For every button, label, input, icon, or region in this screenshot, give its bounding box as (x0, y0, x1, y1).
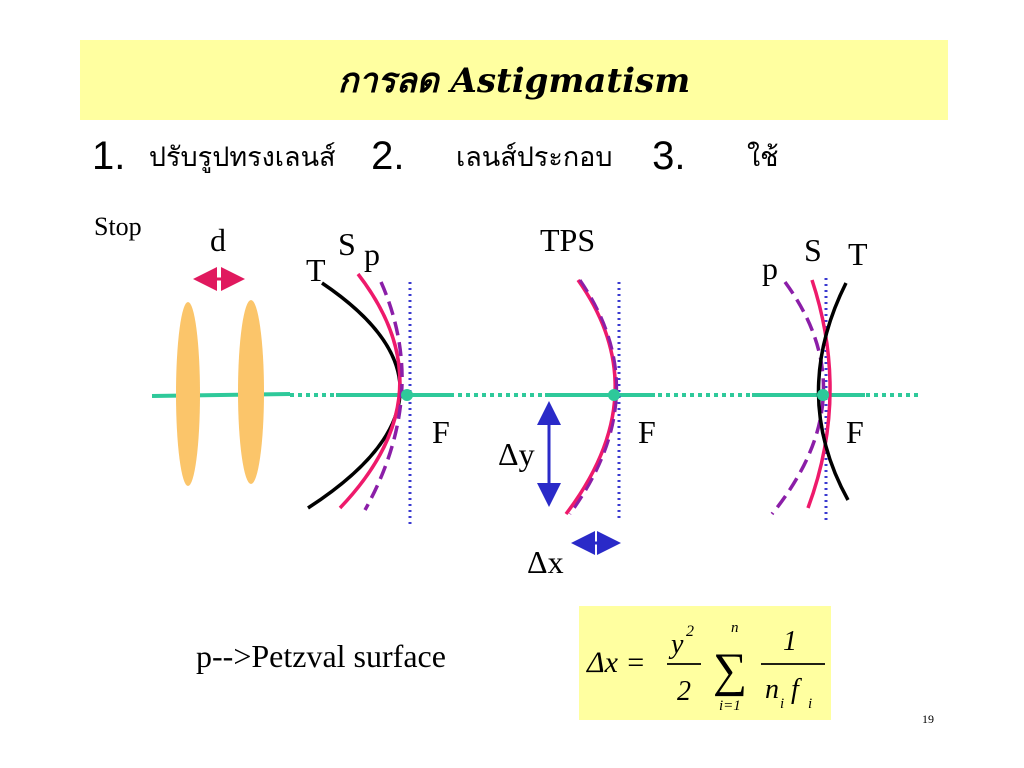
title-bar: การลด Astigmatism (80, 40, 948, 120)
method-list: 1. ปรับรูปทรงเลนส์ 2. เลนส์ประกอบ 3. ใช้ (92, 134, 992, 186)
method-3-number: 3. (652, 134, 686, 178)
group2-f-label: F (638, 414, 656, 450)
lens-left (176, 302, 200, 486)
slide-title: การลด Astigmatism (337, 61, 691, 101)
formula-den1: 2 (677, 676, 691, 707)
optical-axis-solid (151, 392, 291, 398)
group1-t-label: T (306, 252, 326, 288)
method-1-text: ปรับรูปทรงเลนส์ (148, 142, 336, 173)
formula-den2-n: n (765, 674, 779, 705)
formula-sum-symbol: ∑ (713, 644, 747, 697)
lens-right (238, 300, 264, 484)
formula-lhs: Δx = (586, 646, 646, 679)
group3-f-label: F (846, 414, 864, 450)
group3-s-label: S (804, 232, 822, 268)
method-2-number: 2. (371, 134, 405, 178)
formula-sum-bottom: i=1 (719, 698, 741, 714)
sagittal-curve-1 (338, 272, 402, 510)
group1-f-label: F (432, 414, 450, 450)
group1-s-label: S (338, 226, 356, 262)
formula: Δx = y 2 2 n ∑ i=1 1 n i f i (586, 620, 825, 714)
focus-point-2 (608, 389, 620, 401)
sagittal-curve-3 (806, 279, 832, 509)
formula-sum-top: n (731, 620, 739, 636)
focus-point-3 (817, 389, 829, 401)
group3-p-label: p (762, 250, 778, 286)
method-2-text: เลนส์ประกอบ (455, 142, 613, 173)
formula-sup1: 2 (686, 623, 694, 640)
formula-den2-f: f (791, 674, 802, 705)
formula-den2-nsub: i (780, 696, 784, 712)
group1-p-label: p (364, 236, 380, 272)
spacing-label: d (210, 222, 226, 258)
method-1-number: 1. (92, 134, 126, 178)
group3-t-label: T (848, 236, 868, 272)
formula-box: Δx = y 2 2 n ∑ i=1 1 n i f i (579, 606, 831, 720)
formula-den2-fsub: i (808, 696, 812, 712)
petzval-legend: p-->Petzval surface (196, 638, 446, 674)
focus-point-1 (401, 389, 413, 401)
formula-num1: y (668, 629, 684, 660)
petzval-curve-2 (568, 279, 619, 515)
group2-heading: TPS (540, 222, 596, 258)
stop-label: Stop (94, 212, 142, 241)
delta-x-label: Δx (527, 544, 564, 580)
method-3-text: ใช้ (747, 142, 779, 173)
formula-num2: 1 (783, 626, 797, 657)
delta-y-label: Δy (498, 436, 535, 472)
page-number: 19 (922, 712, 934, 726)
petzval-curve-3 (770, 280, 826, 516)
